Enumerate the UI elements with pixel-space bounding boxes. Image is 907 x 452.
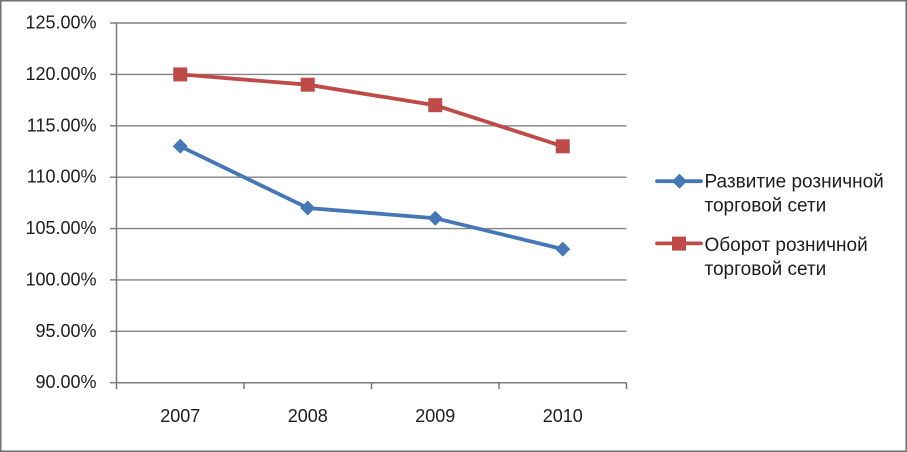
svg-text:110.00%: 110.00% <box>27 167 97 187</box>
svg-text:2007: 2007 <box>160 406 200 426</box>
svg-text:90.00%: 90.00% <box>35 372 96 392</box>
svg-text:105.00%: 105.00% <box>25 218 96 238</box>
svg-text:125.00%: 125.00% <box>25 13 96 33</box>
svg-text:торговой сети: торговой сети <box>705 196 827 217</box>
svg-text:Развитие розничной: Развитие розничной <box>705 171 884 192</box>
svg-text:95.00%: 95.00% <box>35 321 96 341</box>
svg-text:2010: 2010 <box>543 406 583 426</box>
svg-text:100.00%: 100.00% <box>25 269 96 289</box>
svg-text:120.00%: 120.00% <box>25 64 96 84</box>
svg-text:Оборот розничной: Оборот розничной <box>705 235 868 256</box>
svg-text:115.00%: 115.00% <box>27 115 97 135</box>
svg-text:2008: 2008 <box>288 406 328 426</box>
svg-text:торговой сети: торговой сети <box>705 259 827 280</box>
svg-text:2009: 2009 <box>415 406 455 426</box>
